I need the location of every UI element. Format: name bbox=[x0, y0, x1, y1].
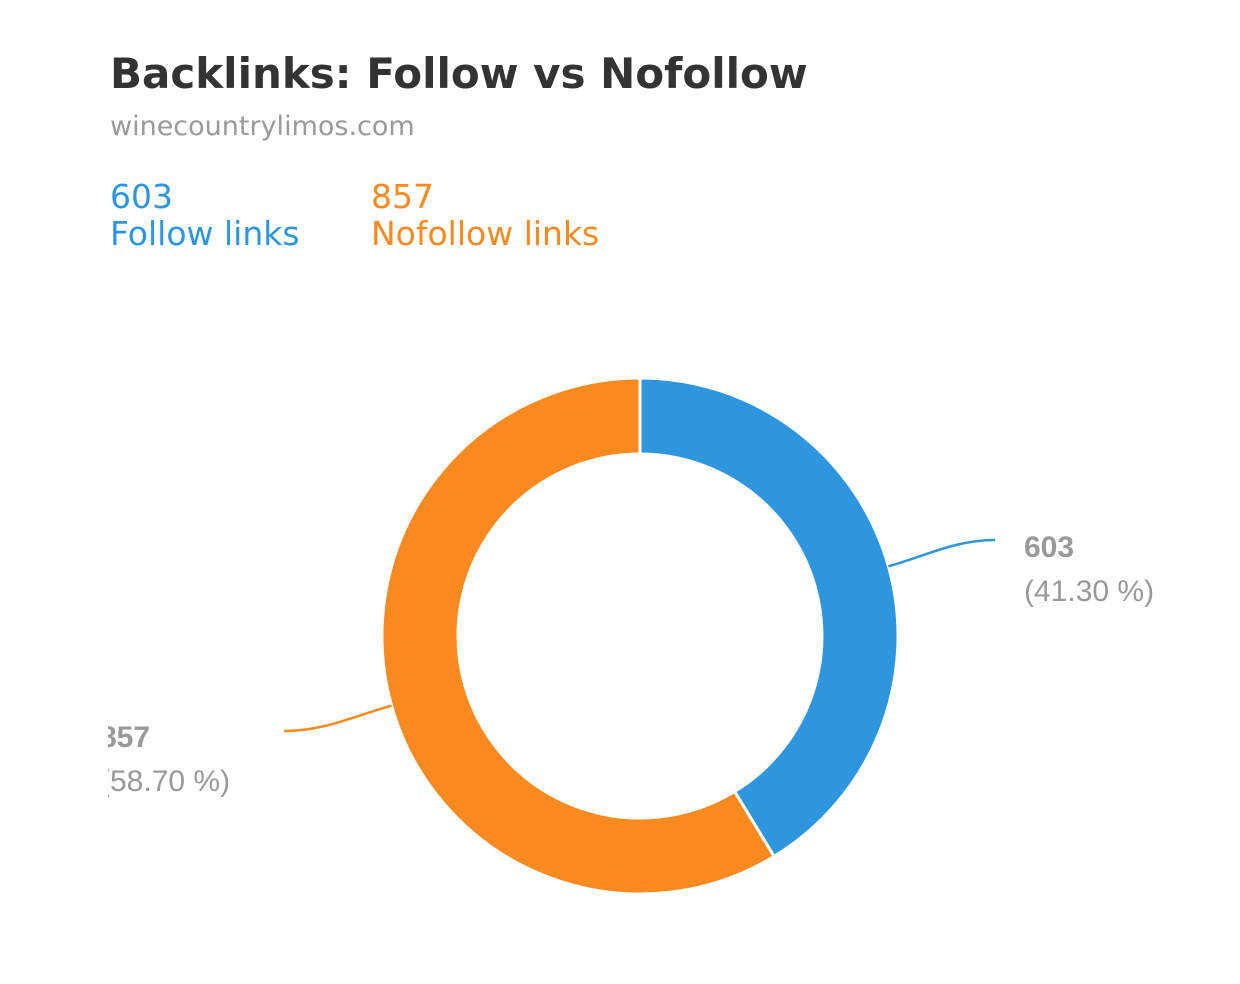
slice-label-follow: 603 (41.30 %) bbox=[1024, 526, 1170, 614]
slice-value-nofollow: 857 bbox=[108, 721, 151, 754]
donut-slice-follow[interactable] bbox=[638, 376, 900, 859]
summary-follow-value: 603 bbox=[110, 177, 173, 216]
slice-label-nofollow: 857 (58.70 %) bbox=[108, 716, 308, 804]
summary-nofollow-value: 857 bbox=[371, 177, 434, 216]
slice-value-follow: 603 bbox=[1024, 531, 1075, 564]
leader-line-nofollow bbox=[283, 704, 392, 733]
chart-title: Backlinks: Follow vs Nofollow bbox=[110, 49, 808, 98]
summary-follow-label: Follow links bbox=[110, 214, 300, 253]
slice-percent-follow: (41.30 %) bbox=[1024, 575, 1155, 608]
chart-subtitle: winecountrylimos.com bbox=[110, 111, 415, 142]
slice-percent-nofollow: (58.70 %) bbox=[108, 765, 231, 798]
donut-slice-nofollow[interactable] bbox=[380, 376, 777, 896]
summary-nofollow-label: Nofollow links bbox=[371, 214, 600, 253]
summary-follow: 603 Follow links bbox=[110, 178, 300, 252]
leader-line-follow bbox=[888, 538, 996, 568]
summary-nofollow: 857 Nofollow links bbox=[371, 178, 599, 252]
